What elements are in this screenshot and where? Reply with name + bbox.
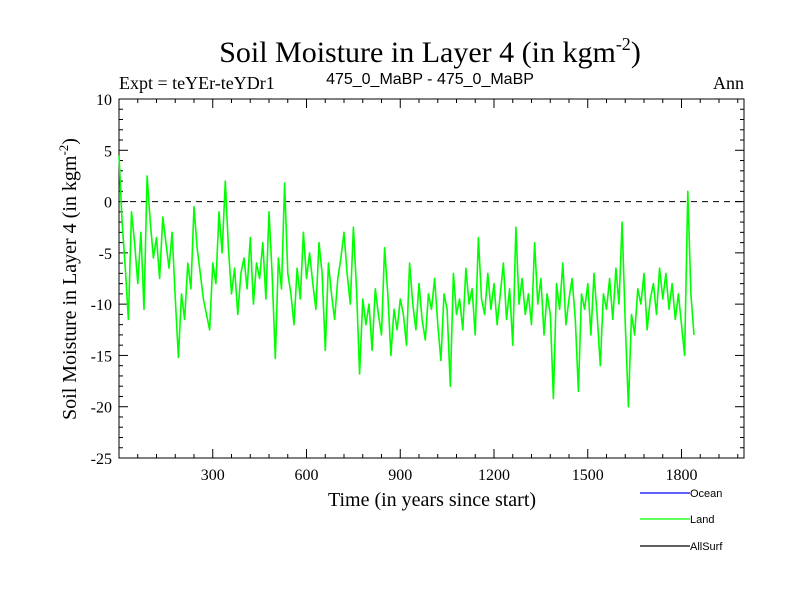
y-tick-label: -25 (91, 451, 112, 468)
x-axis-ticks: 300 600 900 1200 1500 1800 (137, 99, 739, 484)
chart-title: Soil Moisture in Layer 4 (in kgm-2) (219, 34, 641, 69)
y-axis-ticks: 10 5 0 -5 -10 -15 -20 -25 (91, 92, 744, 468)
series-line-land (118, 155, 695, 408)
x-tick-label: 1500 (572, 467, 604, 484)
x-tick-label: 900 (388, 467, 412, 484)
subtitle-expt: Expt = teYEr-teYDr1 (119, 73, 275, 93)
y-tick-label: 10 (96, 92, 112, 109)
y-tick-label: -5 (99, 246, 112, 263)
plot-frame (118, 98, 745, 459)
x-tick-label: 300 (201, 467, 225, 484)
legend-label-land: Land (690, 514, 714, 526)
x-axis-label: Time (in years since start) (328, 489, 536, 511)
y-tick-label: -10 (91, 297, 112, 314)
y-axis-label: Soil Moisture in Layer 4 (in kgm-2) (56, 138, 81, 420)
subtitle-period: 475_0_MaBP - 475_0_MaBP (326, 71, 534, 88)
x-tick-label: 1200 (478, 467, 510, 484)
y-tick-label: -15 (91, 348, 112, 365)
subtitle-season: Ann (713, 73, 744, 93)
y-tick-label: 0 (104, 195, 112, 212)
x-tick-label: 1800 (666, 467, 698, 484)
x-tick-label: 600 (295, 467, 319, 484)
y-tick-label: 5 (104, 143, 112, 160)
series-group (118, 155, 695, 408)
legend-label-ocean: Ocean (690, 488, 722, 500)
legend: Ocean Land AllSurf (640, 488, 723, 553)
legend-label-allsurf: AllSurf (690, 541, 723, 553)
y-tick-label: -20 (91, 400, 112, 417)
